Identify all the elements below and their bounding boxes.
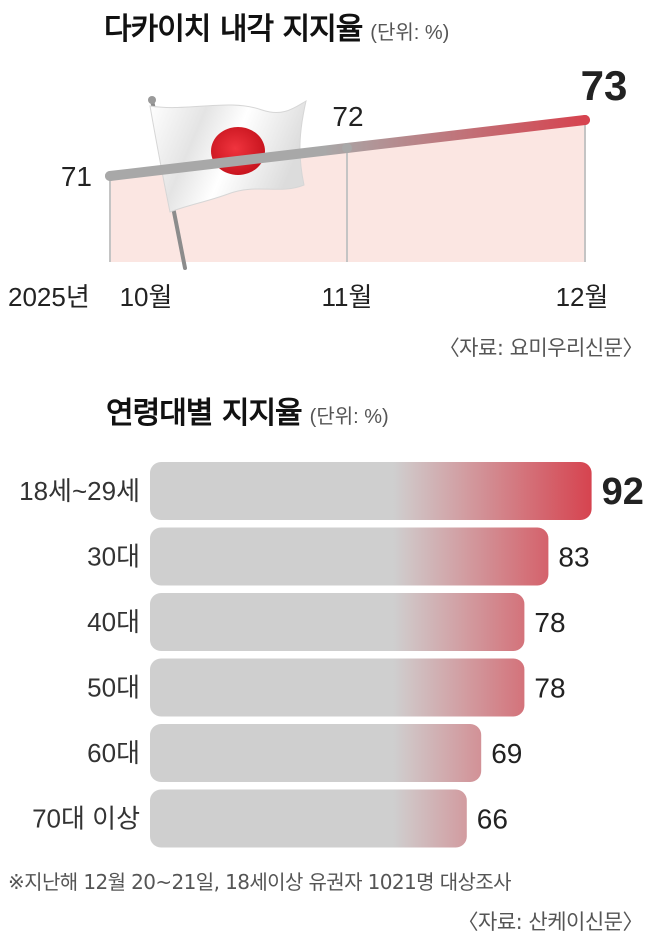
bar-category-label: 60대	[87, 738, 140, 768]
line-value-label: 72	[332, 101, 363, 132]
bar-chart-title-text: 연령대별 지지율	[106, 396, 303, 431]
line-tick-label: 12월	[556, 282, 609, 312]
bar-value-label: 92	[602, 471, 644, 513]
bar-value-label: 69	[491, 738, 522, 769]
bar	[150, 658, 525, 717]
japan-flag-icon	[148, 96, 307, 270]
bar-chart-source: 〈자료: 산케이신문〉	[457, 910, 644, 934]
line-chart-source: 〈자료: 요미우리신문〉	[438, 336, 644, 360]
line-tick-label: 10월	[120, 282, 173, 312]
bar	[150, 724, 482, 782]
bar-value-label: 66	[477, 804, 508, 835]
bar-value-label: 78	[534, 673, 565, 704]
line-year-label: 2025년	[8, 282, 90, 312]
bar-category-label: 30대	[87, 542, 140, 572]
line-chart-title-text: 다카이치 내각 지지율	[104, 12, 363, 47]
line-point	[105, 171, 115, 181]
bar	[150, 527, 549, 586]
survey-footnote: ※지난해 12월 20~21일, 18세이상 유권자 1021명 대상조사	[8, 870, 512, 894]
line-point	[342, 143, 352, 153]
bar-value-label: 83	[558, 542, 589, 573]
bar	[150, 593, 525, 651]
bar-chart-title: 연령대별 지지율 (단위: %)	[106, 388, 389, 432]
bar	[150, 789, 467, 848]
line-chart: 71 72 73 2025년 10월 11월 12월	[8, 62, 628, 312]
line-value-label: 71	[61, 161, 92, 192]
bar	[150, 462, 592, 520]
bar-category-label: 18세~29세	[19, 476, 140, 506]
line-chart-title: 다카이치 내각 지지율 (단위: %)	[104, 4, 449, 48]
bar-category-label: 50대	[87, 673, 140, 703]
line-value-label: 73	[581, 62, 628, 109]
line-chart-unit: (단위: %)	[370, 22, 450, 44]
line-tick-label: 11월	[322, 282, 373, 312]
bar-category-label: 40대	[87, 607, 140, 637]
line-point	[580, 115, 590, 125]
bar-chart-unit: (단위: %)	[309, 406, 389, 428]
line-gridlines	[109, 120, 586, 262]
bar-category-label: 70대 이상	[32, 804, 140, 834]
bar-value-label: 78	[534, 607, 565, 638]
